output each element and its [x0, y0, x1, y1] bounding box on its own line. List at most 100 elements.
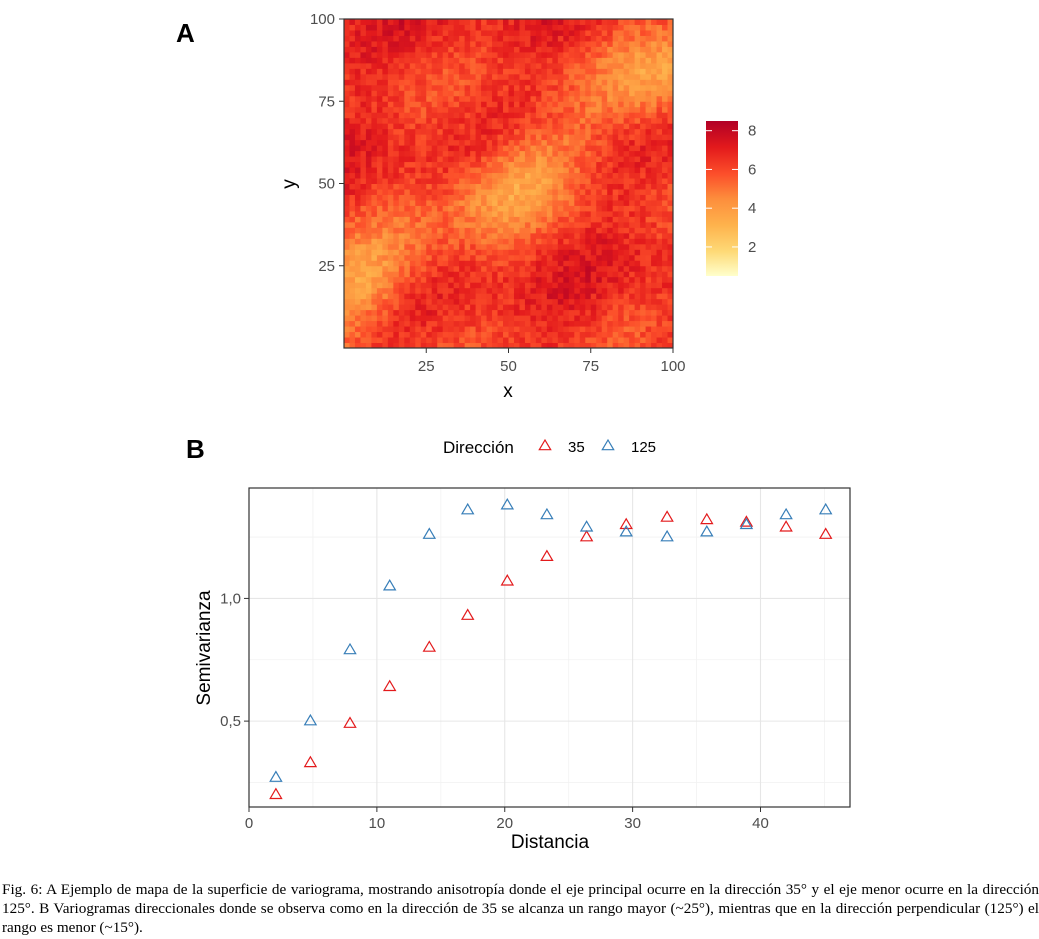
heatmap-cell	[481, 24, 488, 31]
heatmap-cell	[453, 194, 460, 201]
heatmap-cell	[420, 188, 427, 195]
heatmap-cell	[640, 29, 647, 36]
heatmap-cell	[508, 101, 515, 108]
heatmap-cell	[651, 29, 658, 36]
heatmap-cell	[634, 331, 641, 338]
heatmap-cell	[464, 342, 471, 349]
heatmap-cell	[596, 95, 603, 102]
heatmap-cell	[513, 254, 520, 261]
heatmap-cell	[535, 243, 542, 250]
heatmap-cell	[448, 172, 455, 179]
heatmap-cell	[448, 106, 455, 113]
heatmap-cell	[618, 238, 625, 245]
heatmap-cell	[486, 112, 493, 119]
heatmap-cell	[475, 172, 482, 179]
heatmap-cell	[552, 84, 559, 91]
heatmap-cell	[376, 84, 383, 91]
heatmap-cell	[618, 320, 625, 327]
heatmap-cell	[618, 128, 625, 135]
heatmap-cell	[420, 90, 427, 97]
heatmap-cell	[634, 320, 641, 327]
heatmap-cell	[404, 150, 411, 157]
heatmap-cell	[618, 315, 625, 322]
heatmap-cell	[607, 342, 614, 349]
heatmap-cell	[563, 320, 570, 327]
heatmap-cell	[629, 79, 636, 86]
heatmap-cell	[667, 161, 674, 168]
heatmap-cell	[409, 167, 416, 174]
heatmap-cell	[420, 304, 427, 311]
heatmap-cell	[601, 79, 608, 86]
heatmap-cell	[404, 320, 411, 327]
heatmap-cell	[470, 123, 477, 130]
heatmap-cell	[601, 73, 608, 80]
heatmap-cell	[387, 243, 394, 250]
heatmap-cell	[481, 183, 488, 190]
heatmap-cell	[541, 106, 548, 113]
heatmap-cell	[475, 243, 482, 250]
heatmap-cell	[448, 276, 455, 283]
heatmap-cell	[371, 337, 378, 344]
heatmap-cell	[481, 35, 488, 42]
heatmap-cell	[349, 156, 356, 163]
heatmap-cell	[607, 271, 614, 278]
heatmap-cell	[376, 29, 383, 36]
heatmap-cell	[492, 73, 499, 80]
heatmap-cell	[629, 254, 636, 261]
heatmap-cell	[524, 337, 531, 344]
heatmap-cell	[382, 342, 389, 349]
heatmap-cell	[590, 68, 597, 75]
heatmap-cell	[459, 19, 466, 25]
heatmap-cell	[464, 183, 471, 190]
heatmap-cell	[475, 145, 482, 152]
heatmap-cell	[503, 249, 509, 256]
heatmap-cell	[535, 112, 542, 119]
heatmap-cell	[453, 216, 460, 223]
heatmap-cell	[656, 221, 663, 228]
heatmap-cell	[535, 161, 542, 168]
heatmap-cell	[662, 62, 669, 69]
heatmap-cell	[464, 62, 471, 69]
heatmap-cell	[601, 145, 608, 152]
heatmap-cell	[601, 90, 608, 97]
heatmap-cell	[557, 331, 564, 338]
heatmap-cell	[607, 315, 614, 322]
heatmap-cell	[623, 95, 630, 102]
heatmap-cell	[354, 134, 361, 141]
heatmap-cell	[656, 304, 663, 311]
heatmap-cell	[349, 188, 356, 195]
heatmap-cell	[426, 254, 433, 261]
heatmap-cell	[634, 243, 641, 250]
heatmap-cell	[645, 227, 652, 234]
heatmap-cell	[398, 298, 405, 305]
heatmap-cell	[409, 282, 416, 289]
heatmap-cell	[552, 287, 559, 294]
heatmap-cell	[349, 298, 356, 305]
heatmap-cell	[409, 90, 416, 97]
heatmap-cell	[459, 309, 466, 316]
heatmap-cell	[497, 249, 504, 256]
heatmap-cell	[354, 342, 361, 349]
heatmap-cell	[607, 293, 614, 300]
heatmap-cell	[546, 298, 553, 305]
heatmap-cell	[459, 128, 466, 135]
heatmap-cell	[596, 249, 603, 256]
heatmap-cell	[371, 276, 378, 283]
heatmap-cell	[618, 331, 625, 338]
heatmap-cell	[640, 79, 647, 86]
heatmap-cell	[486, 194, 493, 201]
heatmap-cell	[398, 254, 405, 261]
heatmap-cell	[574, 134, 581, 141]
heatmap-cell	[448, 123, 455, 130]
heatmap-cell	[541, 101, 548, 108]
heatmap-cell	[387, 29, 394, 36]
heatmap-cell	[409, 287, 416, 294]
heatmap-cell	[530, 194, 537, 201]
heatmap-cell	[662, 90, 669, 97]
heatmap-cell	[415, 309, 422, 316]
heatmap-cell	[645, 304, 652, 311]
heatmap-cell	[382, 326, 389, 333]
heatmap-cell	[382, 221, 389, 228]
heatmap-cell	[475, 188, 482, 195]
heatmap-cell	[398, 73, 405, 80]
